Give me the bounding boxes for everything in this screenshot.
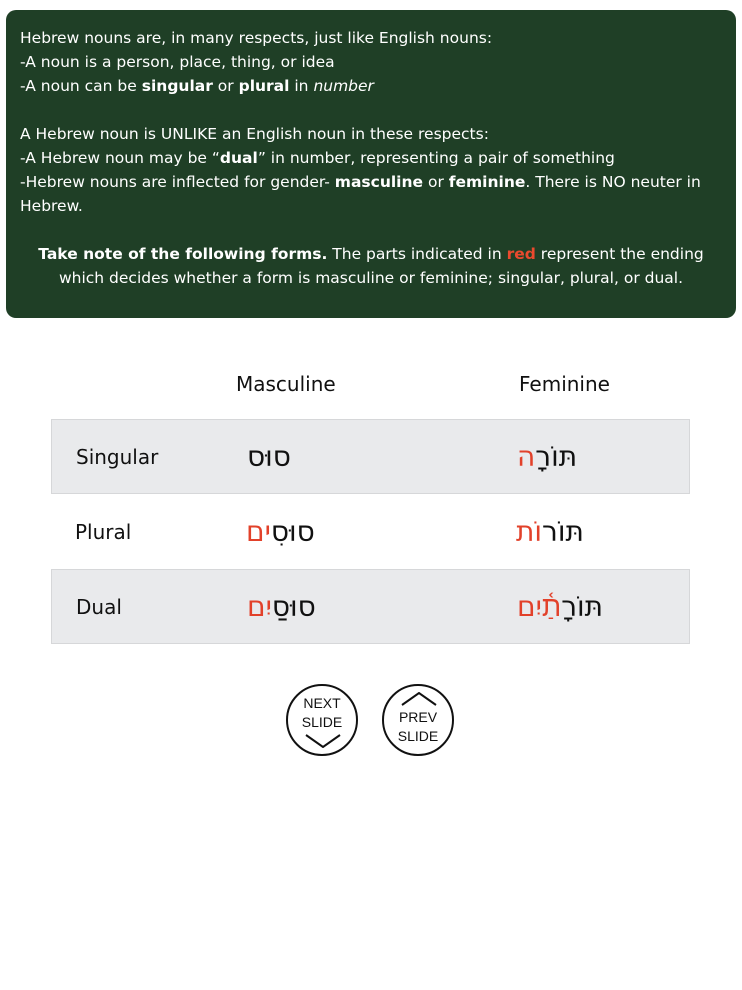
- info-panel: Hebrew nouns are, in many respects, just…: [6, 10, 736, 318]
- prev-label-line2: SLIDE: [397, 728, 439, 744]
- intro-line: -Hebrew nouns are inflected for gender- …: [20, 173, 701, 215]
- hebrew-masculine-form: סוּס: [247, 440, 291, 473]
- column-header-masculine: Masculine: [236, 372, 336, 396]
- row-label: Singular: [76, 444, 159, 469]
- next-label-line1: NEXT: [303, 695, 341, 711]
- hebrew-feminine-form: תּוֹרָתַ֫יִם: [517, 590, 604, 623]
- table-row-plural: Plural סוּסִים תּוֹרוֹת: [51, 494, 690, 569]
- table-row-singular: Singular סוּס תּוֹרָה: [51, 419, 690, 494]
- intro-line: -A noun is a person, place, thing, or id…: [20, 53, 335, 71]
- noun-forms-table: Singular סוּס תּוֹרָה Plural סוּסִים תּו…: [51, 419, 690, 644]
- next-label-line2: SLIDE: [301, 714, 343, 730]
- chevron-down-icon: [305, 734, 341, 748]
- prev-slide-button[interactable]: PREV SLIDE: [382, 684, 454, 756]
- row-label: Plural: [75, 519, 132, 544]
- row-label: Dual: [76, 594, 122, 619]
- hebrew-feminine-form: תּוֹרָה: [517, 440, 578, 473]
- hebrew-feminine-form: תּוֹרוֹת: [516, 515, 584, 548]
- next-slide-button[interactable]: NEXT SLIDE: [286, 684, 358, 756]
- note-text: Take note of the following forms. The pa…: [38, 245, 704, 287]
- hebrew-masculine-form: סוּסַיִם: [247, 590, 316, 623]
- hebrew-masculine-form: סוּסִים: [246, 515, 315, 548]
- intro-line: -A Hebrew noun may be “dual” in number, …: [20, 149, 615, 167]
- intro-line: Hebrew nouns are, in many respects, just…: [20, 29, 493, 47]
- intro-line: A Hebrew noun is UNLIKE an English noun …: [20, 125, 489, 143]
- intro-line: -A noun can be singular or plural in num…: [20, 77, 374, 95]
- column-header-feminine: Feminine: [519, 372, 610, 396]
- prev-label-line1: PREV: [398, 709, 438, 725]
- table-row-dual: Dual סוּסַיִם תּוֹרָתַ֫יִם: [51, 569, 690, 644]
- chevron-up-icon: [401, 692, 437, 706]
